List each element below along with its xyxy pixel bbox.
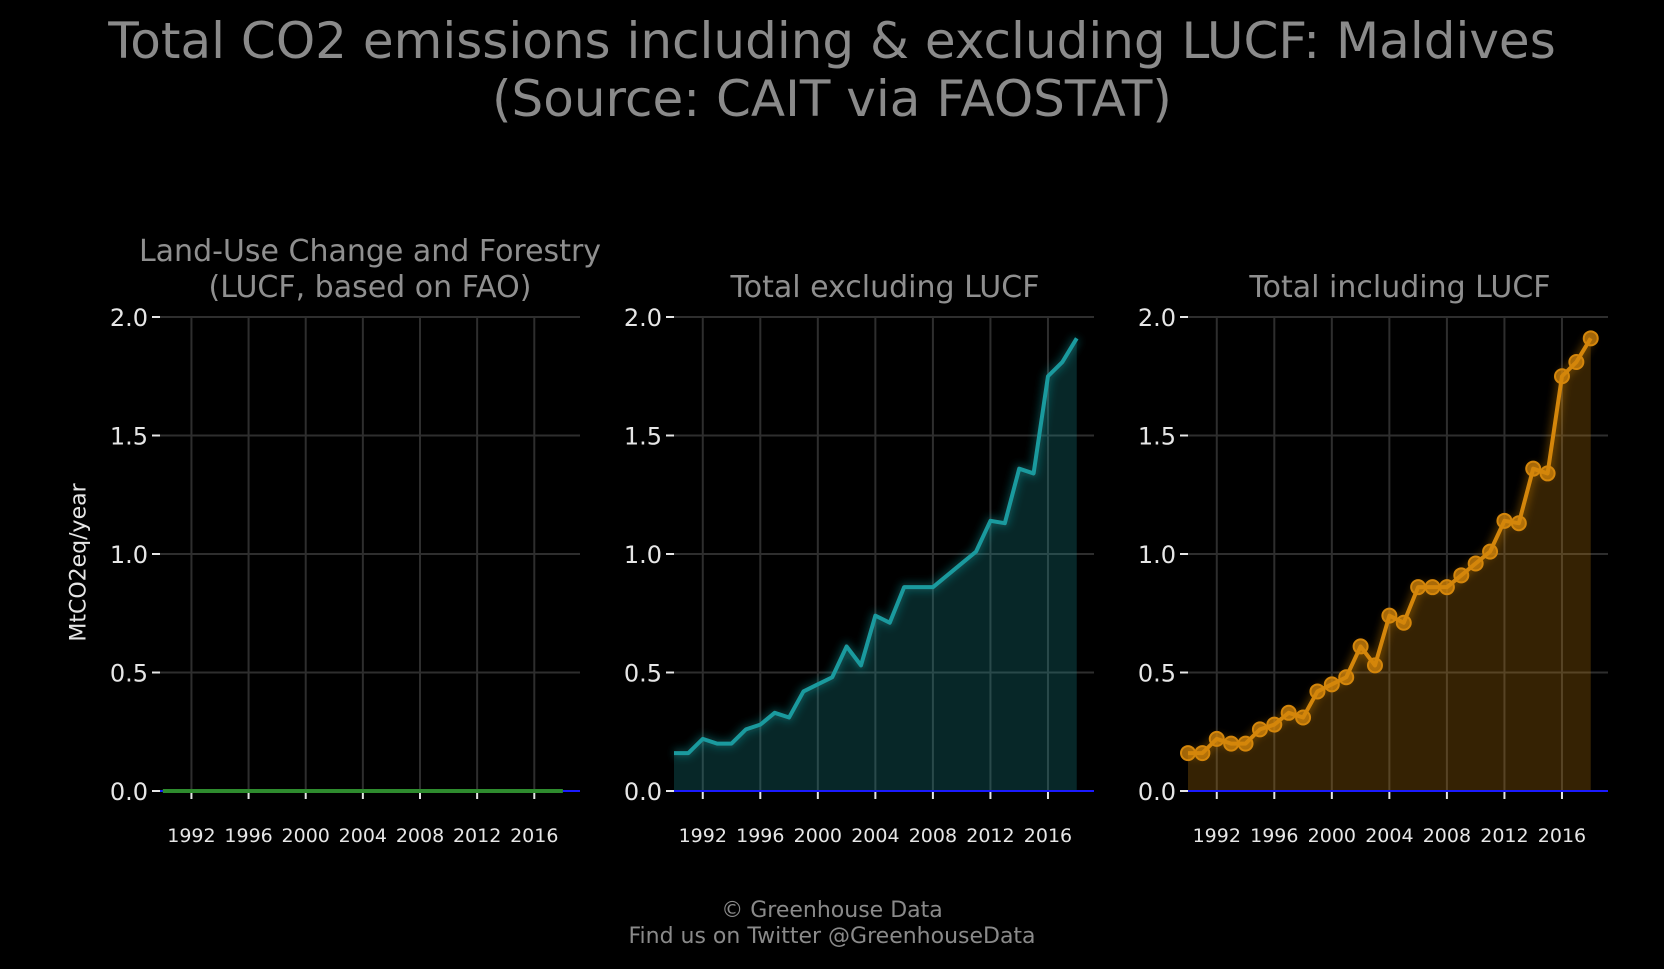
panel3-xtick-label: 1996 [1250,825,1298,847]
panel2-xtick-label: 2012 [966,825,1014,847]
panel3-ytick-label: 0.0 [1138,778,1176,806]
panel3-xtick-label: 2016 [1538,825,1586,847]
panel3-data-point [1266,716,1283,733]
panel1-title-line2: (LUCF, based on FAO) [208,270,532,305]
panel3-data-point [1352,638,1369,655]
panel2-xtick-label: 2000 [794,825,842,847]
panel2-xtick-label: 1992 [679,825,727,847]
chart-title-line2: (Source: CAIT via FAOSTAT) [492,70,1172,128]
panel3-data-point [1295,709,1312,726]
panel2-area-fill [674,338,1077,791]
panel3-data-point [1438,579,1455,596]
panel3-ytick-label: 0.5 [1138,660,1176,688]
panel3-area-fill [1188,338,1591,791]
panel3-data-point [1237,735,1254,752]
panel3-data-point [1424,579,1441,596]
panel2-ytick-label: 0.5 [624,660,662,688]
panel3-ytick-label: 1.5 [1138,423,1176,451]
panel1-ytick-label: 2.0 [110,304,148,332]
panel3-data-point [1553,368,1570,385]
chart-title-line1: Total CO2 emissions including & excludin… [108,12,1556,70]
panel3-data-point [1395,614,1412,631]
panel1-ytick-label: 0.5 [110,660,148,688]
panel1-xtick-label: 2012 [453,825,501,847]
panel1-xtick-label: 1992 [167,825,215,847]
panel3-xtick-label: 2004 [1365,825,1413,847]
panel3-data-point [1338,669,1355,686]
panel2-ytick-label: 0.0 [624,778,662,806]
panel1-xtick-label: 2016 [510,825,558,847]
panel3-xtick-label: 2008 [1423,825,1471,847]
panel1-ytick-label: 1.0 [110,541,148,569]
panel3-data-point [1280,704,1297,721]
panel1-xtick-label: 1996 [224,825,272,847]
panel1-title-line1: Land-Use Change and Forestry [138,234,602,269]
panel1-xtick-label: 2000 [282,825,330,847]
panel1-xtick-label: 2008 [396,825,444,847]
panel3-data-point [1496,512,1513,529]
footer-twitter: Find us on Twitter @GreenhouseData [628,924,1036,949]
panel3-data-point [1208,730,1225,747]
panel3-ytick-label: 2.0 [1138,304,1176,332]
panel2-ytick-label: 1.0 [624,541,662,569]
panel3-data-point [1223,735,1240,752]
panel3-data-point [1582,330,1599,347]
panel2-ytick-label: 1.5 [624,423,662,451]
panel3-xtick-label: 1992 [1193,825,1241,847]
panel3-data-point [1482,543,1499,560]
panel3-data-point [1568,354,1585,371]
panel3-data-point [1525,460,1542,477]
panel3-ytick-label: 1.0 [1138,541,1176,569]
panel3-data-point [1381,607,1398,624]
panel3-data-point [1309,683,1326,700]
panel3-data-point [1410,579,1427,596]
panel1-ytick-label: 1.5 [110,423,148,451]
panel3-data-point [1180,745,1196,762]
footer-copyright: © Greenhouse Data [721,898,943,923]
panel3-data-point [1453,567,1470,584]
panel3-title: Total including LUCF [1249,270,1551,305]
panel1-ytick-label: 0.0 [110,778,148,806]
panel3-xtick-label: 2000 [1308,825,1356,847]
panel3-data-point [1194,745,1211,762]
panel3-data-point [1366,657,1383,674]
panel2-xtick-label: 2008 [909,825,957,847]
panel3-xtick-label: 2012 [1480,825,1528,847]
panel2-xtick-label: 2016 [1024,825,1072,847]
panel2-series-line [674,337,1079,756]
panel2-ytick-label: 2.0 [624,304,662,332]
panel3-data-point [1323,676,1340,693]
panel3-data-point [1251,721,1268,738]
panel2-xtick-label: 1996 [736,825,784,847]
panel3-data-point [1539,465,1556,482]
panel2-title: Total excluding LUCF [730,270,1040,305]
panel3-data-point [1467,555,1484,572]
panel2-xtick-label: 2004 [851,825,899,847]
panel3-data-point [1510,515,1527,532]
panel1-xtick-label: 2004 [339,825,387,847]
